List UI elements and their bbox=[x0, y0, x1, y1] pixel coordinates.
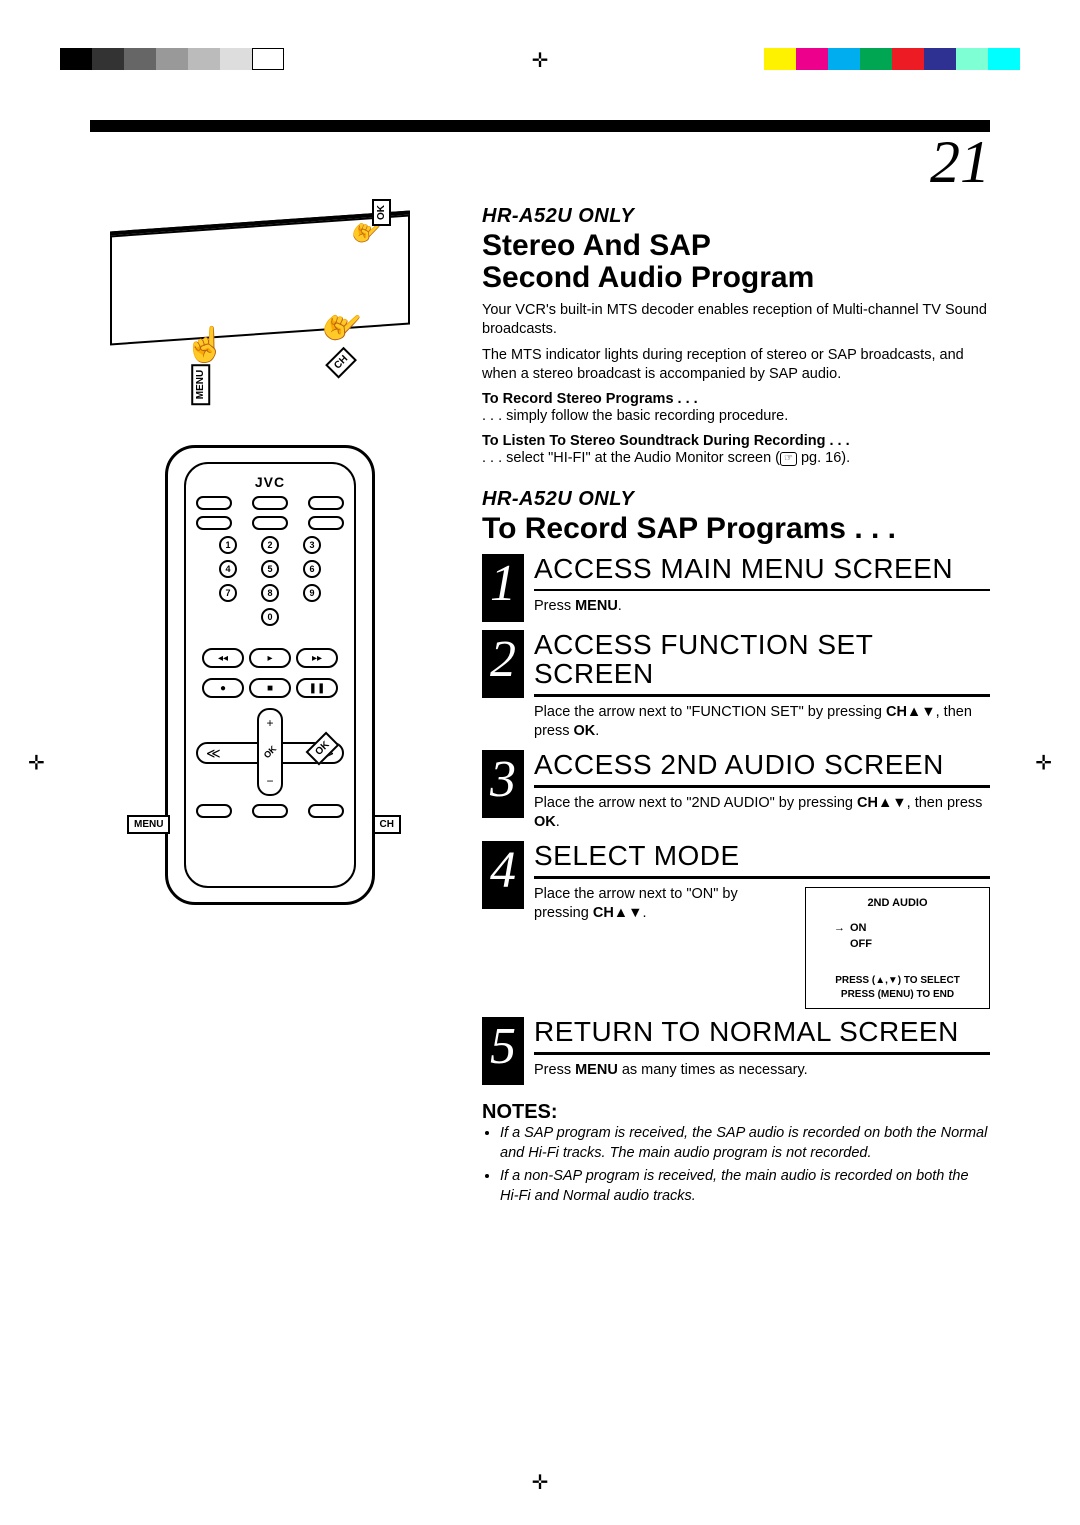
step: 2 ACCESS FUNCTION SET SCREEN Place the a… bbox=[482, 630, 990, 742]
osd-screen: 2ND AUDIO ON OFF PRESS (▲,▼) TO SELECT P… bbox=[805, 887, 990, 1009]
step-number: 2 bbox=[482, 630, 524, 698]
remote-numpad: 1234567890 bbox=[216, 536, 324, 626]
step-title: ACCESS MAIN MENU SCREEN bbox=[534, 554, 990, 583]
vcr-illustration: ☝ ☝ ☝ MENU CH OK bbox=[110, 205, 430, 405]
step: 1 ACCESS MAIN MENU SCREEN Press MENU. bbox=[482, 554, 990, 622]
note-item: If a SAP program is received, the SAP au… bbox=[500, 1124, 990, 1163]
note-item: If a non-SAP program is received, the ma… bbox=[500, 1167, 990, 1206]
step: 5 RETURN TO NORMAL SCREEN Press MENU as … bbox=[482, 1017, 990, 1085]
step-number: 1 bbox=[482, 554, 524, 622]
body-text: Your VCR's built-in MTS decoder enables … bbox=[482, 301, 990, 340]
menu-label: MENU bbox=[191, 364, 210, 405]
print-swatches-right bbox=[764, 48, 1020, 70]
notes-list: If a SAP program is received, the SAP au… bbox=[482, 1124, 990, 1206]
step: 3 ACCESS 2ND AUDIO SCREEN Place the arro… bbox=[482, 750, 990, 833]
crosshair-icon: ✛ bbox=[532, 1470, 549, 1495]
crosshair-icon: ✛ bbox=[1035, 750, 1052, 775]
ok-label: OK bbox=[372, 199, 391, 226]
section-title-stereo-sap: Stereo And SAP Second Audio Program bbox=[482, 230, 990, 295]
page-ref-icon: ☞ bbox=[780, 452, 797, 466]
step-body: Press MENU as many times as necessary. bbox=[534, 1061, 990, 1081]
body-text: The MTS indicator lights during receptio… bbox=[482, 346, 990, 385]
step-number: 3 bbox=[482, 750, 524, 818]
step-title: ACCESS FUNCTION SET SCREEN bbox=[534, 630, 990, 689]
model-tag: HR-A52U ONLY bbox=[482, 205, 990, 228]
remote-brand: JVC bbox=[196, 474, 344, 490]
step-title: SELECT MODE bbox=[534, 841, 990, 870]
osd-option-on: ON bbox=[816, 921, 979, 936]
remote-illustration: JVC 1234567890 ◂◂▸▸▸ ●■❚❚ ≪≫ +− OK bbox=[165, 445, 375, 905]
step: 4 SELECT MODE 2ND AUDIO ON OFF PRESS (▲,… bbox=[482, 841, 990, 1009]
print-swatches-left bbox=[60, 48, 284, 70]
ch-callout: CH bbox=[373, 815, 401, 834]
crosshair-icon: ✛ bbox=[532, 48, 549, 73]
step-body: Place the arrow next to "FUNCTION SET" b… bbox=[534, 703, 990, 742]
model-tag: HR-A52U ONLY bbox=[482, 488, 990, 511]
subhead: To Record Stereo Programs . . . bbox=[482, 391, 990, 407]
step-number: 4 bbox=[482, 841, 524, 909]
osd-footer: PRESS (▲,▼) TO SELECT bbox=[816, 974, 979, 988]
ch-label: CH bbox=[325, 346, 357, 378]
section-title-record-sap: To Record SAP Programs . . . bbox=[482, 513, 990, 545]
step-body: Place the arrow next to "2ND AUDIO" by p… bbox=[534, 794, 990, 833]
page-number: 21 bbox=[90, 128, 990, 197]
subhead: To Listen To Stereo Soundtrack During Re… bbox=[482, 433, 990, 449]
osd-option-off: OFF bbox=[816, 937, 979, 952]
hand-icon: ☝ bbox=[184, 325, 226, 365]
menu-callout: MENU bbox=[127, 815, 170, 834]
step-title: RETURN TO NORMAL SCREEN bbox=[534, 1017, 990, 1046]
notes-heading: NOTES: bbox=[482, 1101, 990, 1124]
osd-footer: PRESS (MENU) TO END bbox=[816, 988, 979, 1002]
osd-title: 2ND AUDIO bbox=[816, 896, 979, 911]
body-text: . . . select "HI-FI" at the Audio Monito… bbox=[482, 449, 990, 469]
crosshair-icon: ✛ bbox=[28, 750, 45, 775]
step-body: Press MENU. bbox=[534, 597, 990, 617]
body-text: . . . simply follow the basic recording … bbox=[482, 407, 990, 427]
step-title: ACCESS 2ND AUDIO SCREEN bbox=[534, 750, 990, 779]
step-number: 5 bbox=[482, 1017, 524, 1085]
